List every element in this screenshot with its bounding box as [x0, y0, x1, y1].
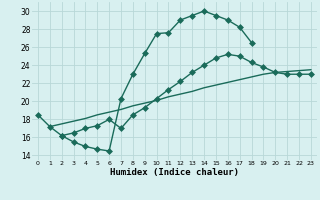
X-axis label: Humidex (Indice chaleur): Humidex (Indice chaleur)	[110, 168, 239, 177]
